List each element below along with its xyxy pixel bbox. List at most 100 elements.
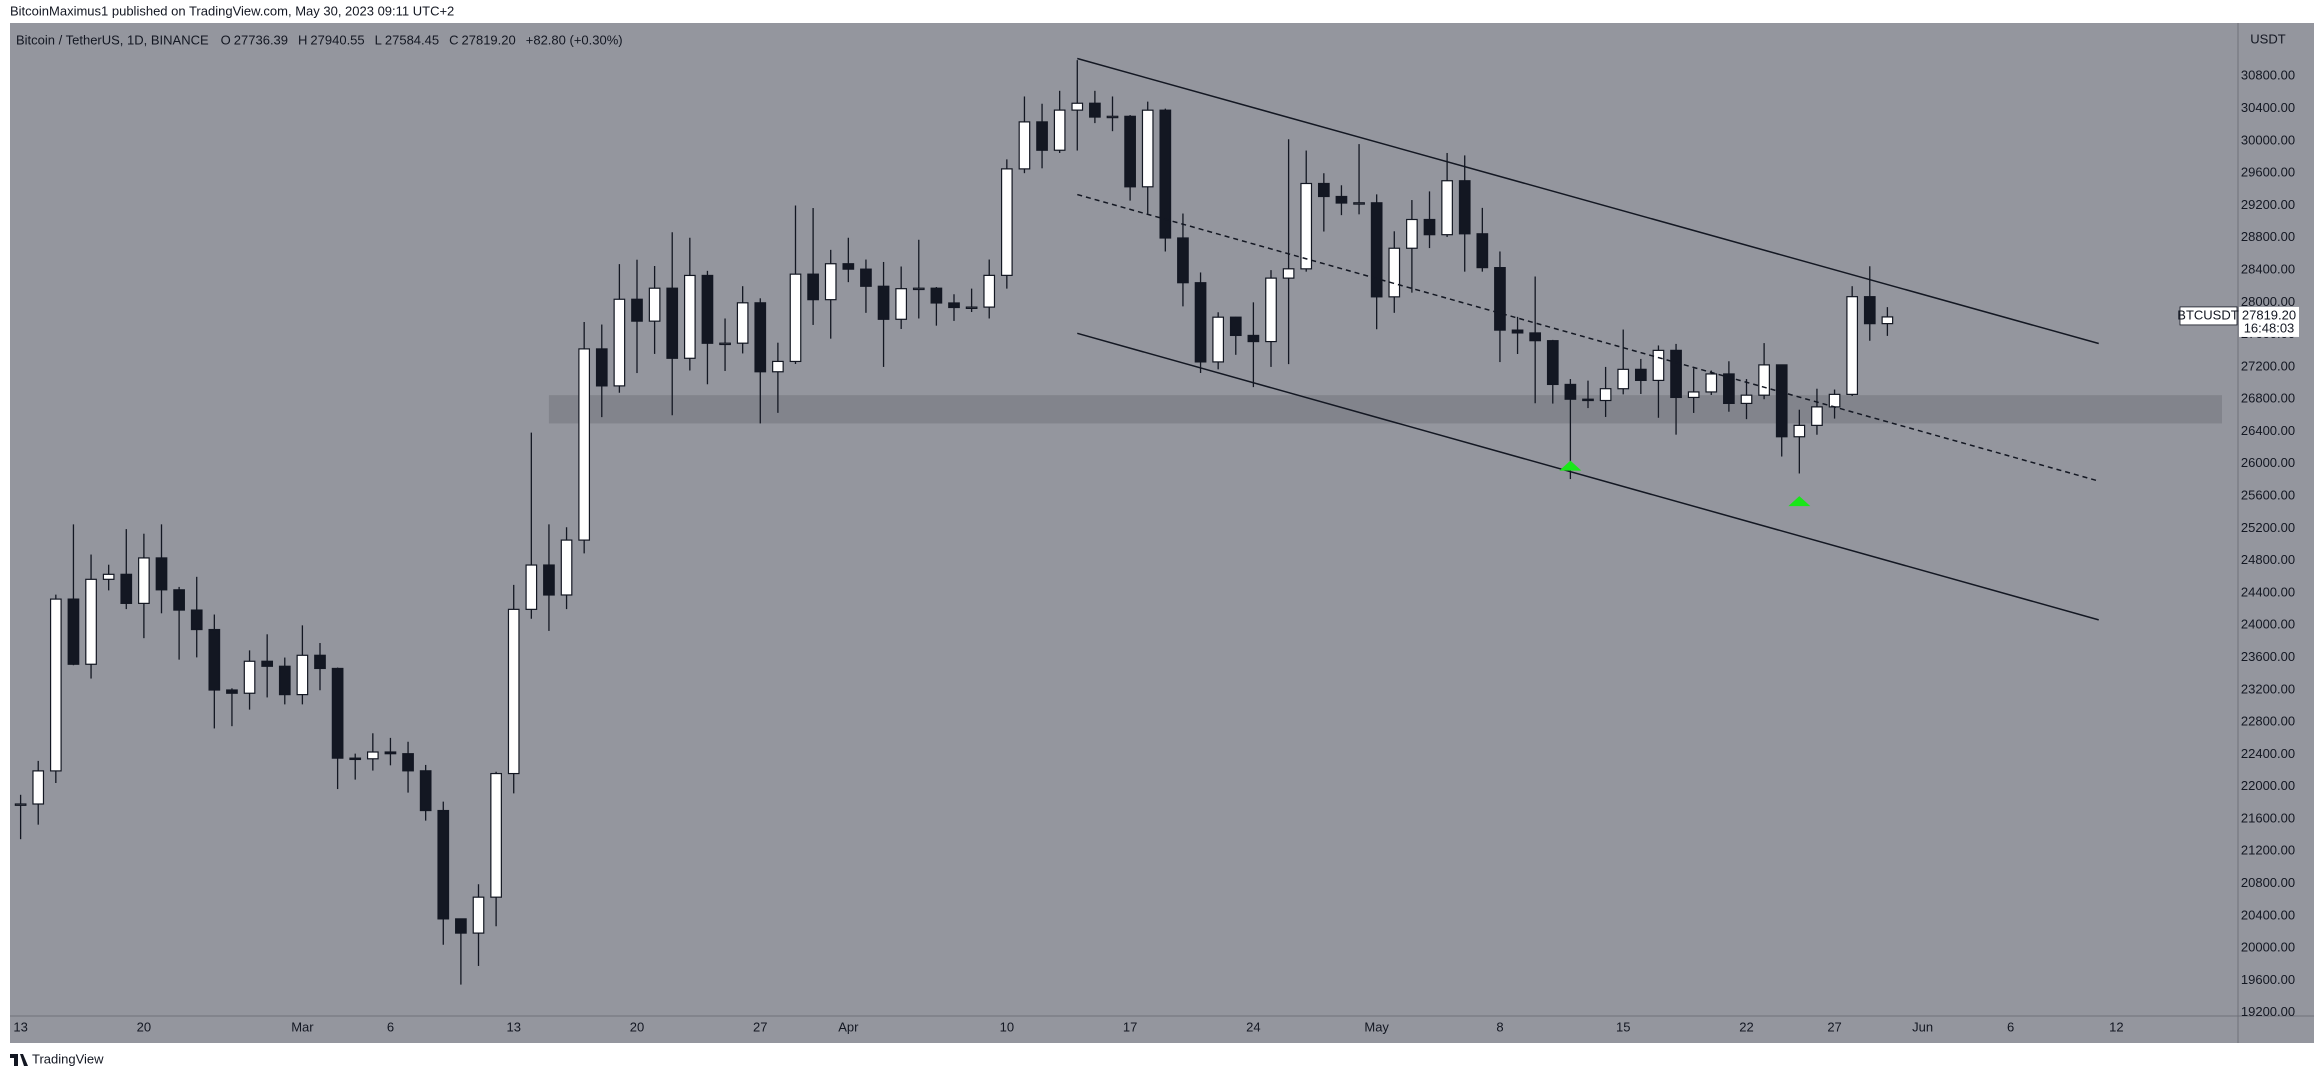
y-tick-label: 24400.00 — [2241, 584, 2295, 599]
y-tick-label: 22800.00 — [2241, 714, 2295, 729]
candle-body — [860, 268, 872, 287]
candle-body — [895, 288, 908, 320]
candle-body — [1670, 349, 1682, 399]
legend-key: C — [449, 32, 458, 47]
candle-body — [1793, 424, 1806, 438]
legend-key: L — [375, 32, 382, 47]
y-tick-label: 29600.00 — [2241, 165, 2295, 180]
candle-body — [824, 263, 837, 301]
x-tick-label: 15 — [1616, 1019, 1630, 1034]
candle-body — [1723, 373, 1735, 405]
y-tick-label: 20000.00 — [2241, 940, 2295, 955]
candle-body — [1370, 202, 1383, 298]
x-tick-label: 24 — [1246, 1019, 1260, 1034]
x-tick-label: 17 — [1123, 1019, 1137, 1034]
candle-body — [226, 689, 238, 694]
candle-body — [1212, 316, 1225, 363]
candle-body — [701, 274, 714, 344]
candle-body — [1705, 373, 1718, 393]
candle-body — [1652, 349, 1665, 381]
candle-body — [1740, 394, 1753, 405]
candle-body — [1476, 233, 1489, 269]
candle-body — [930, 287, 943, 304]
legend-value: 27584.45 — [385, 32, 439, 47]
candle-body — [1546, 340, 1559, 386]
legend-change: +82.80 (+0.30%) — [526, 32, 623, 47]
x-tick-label: 10 — [1000, 1019, 1014, 1034]
y-tick-label: 29200.00 — [2241, 197, 2295, 212]
y-tick-label: 23200.00 — [2241, 681, 2295, 696]
y-tick-label: 20400.00 — [2241, 907, 2295, 922]
candle-body — [278, 665, 291, 696]
candle-body — [32, 770, 45, 805]
x-tick-label: Apr — [838, 1019, 859, 1034]
price-tag-name: BTCUSDT — [2177, 307, 2238, 322]
y-tick-label: 25600.00 — [2241, 488, 2295, 503]
candle-body — [1036, 121, 1048, 151]
candle-body — [1335, 195, 1348, 204]
symbol: Bitcoin / TetherUS, 1D, BINANCE — [16, 32, 209, 47]
candle-body — [719, 342, 731, 346]
up-arrow — [1788, 496, 1811, 507]
y-tick-label: 22400.00 — [2241, 746, 2295, 761]
candle-body — [877, 285, 890, 320]
candle-body — [525, 564, 538, 610]
candle-body — [613, 298, 626, 387]
x-tick-label: 13 — [13, 1019, 27, 1034]
candle-body — [102, 573, 115, 580]
brand: TradingView — [32, 1051, 104, 1066]
legend-value: 27736.39 — [234, 32, 288, 47]
candle-body — [736, 302, 749, 344]
y-tick-label: 23600.00 — [2241, 649, 2295, 664]
candle-body — [296, 654, 309, 696]
candle-body — [1687, 391, 1700, 399]
candle-body — [948, 302, 960, 309]
price-tag-bg — [2239, 306, 2299, 337]
candle-body — [507, 608, 520, 775]
candle-body — [912, 287, 925, 291]
candle-body — [1617, 368, 1630, 390]
y-tick-label: 20800.00 — [2241, 875, 2295, 890]
candle-body — [120, 573, 133, 604]
trendline — [1077, 332, 2099, 621]
y-tick-label: 28800.00 — [2241, 229, 2295, 244]
y-tick-label: 24000.00 — [2241, 617, 2295, 632]
x-tick-label: 20 — [137, 1019, 151, 1034]
candle-body — [1423, 218, 1436, 236]
axis-unit: USDT — [2250, 31, 2285, 46]
candle-body — [1089, 102, 1101, 118]
y-tick-label: 30000.00 — [2241, 132, 2295, 147]
candle-body — [67, 598, 80, 665]
candle-body — [1758, 364, 1770, 396]
legend-key: O — [221, 32, 231, 47]
candle-body — [1458, 180, 1471, 235]
candle-body — [314, 654, 326, 670]
candle-body — [366, 751, 379, 760]
candle-body — [14, 803, 27, 806]
candle-body — [1159, 109, 1172, 239]
candle-body — [772, 360, 784, 373]
candle-body — [1194, 282, 1207, 363]
candle-body — [1582, 398, 1594, 402]
candle-body — [1863, 296, 1876, 325]
candle-body — [261, 660, 274, 667]
publisher: BitcoinMaximus1 published on TradingView… — [10, 3, 454, 18]
y-tick-label: 28000.00 — [2241, 294, 2295, 309]
candle-body — [437, 809, 450, 920]
candle-body — [560, 539, 573, 596]
candle-body — [1775, 364, 1788, 438]
candle-body — [807, 273, 819, 301]
candle-body — [472, 896, 485, 934]
candle-body — [1846, 296, 1859, 395]
x-tick-label: 22 — [1739, 1019, 1753, 1034]
price-tag-countdown: 16:48:03 — [2244, 320, 2295, 335]
candle-body — [666, 287, 679, 359]
candle-body — [595, 348, 608, 387]
candle-body — [648, 287, 661, 322]
x-tick-label: 6 — [2007, 1019, 2014, 1034]
candle-body — [1300, 182, 1313, 270]
candle-body — [1317, 182, 1330, 198]
candle-body — [1564, 383, 1577, 400]
